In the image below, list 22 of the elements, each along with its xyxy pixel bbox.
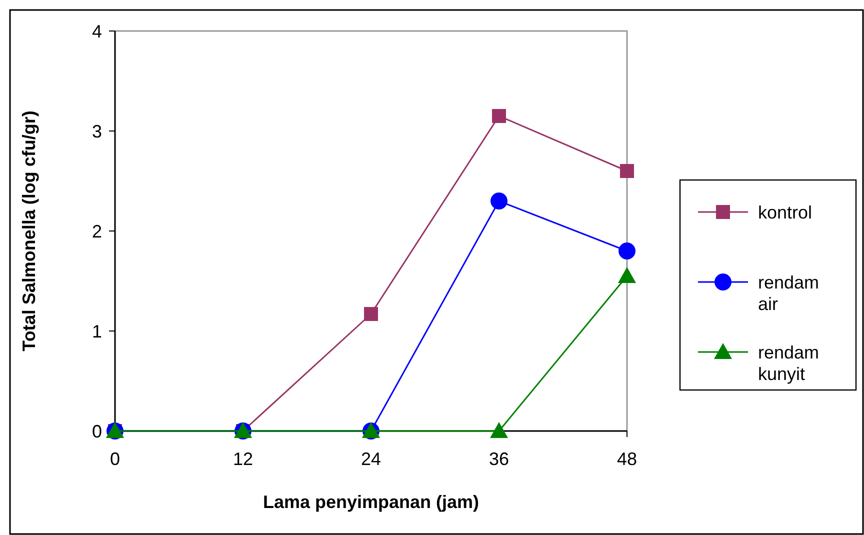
point	[492, 109, 506, 123]
point	[490, 192, 508, 210]
y-tick-label: 0	[92, 421, 102, 442]
x-axis-title: Lama penyimpanan (jam)	[262, 492, 480, 512]
y-tick-label: 1	[92, 321, 102, 342]
y-axis-title: Total Salmonella (log cfu/gr)	[19, 110, 39, 352]
legend-label: kontrol	[758, 202, 812, 222]
x-tick-label: 0	[110, 449, 120, 469]
point	[618, 242, 636, 260]
point	[618, 267, 636, 283]
x-tick-label: 12	[232, 449, 254, 469]
point	[620, 164, 634, 178]
legend-label: rendam kunyit	[758, 342, 820, 384]
y-tick-label: 3	[92, 121, 102, 142]
x-tick-label: 24	[360, 449, 382, 469]
y-tick-label: 2	[92, 221, 102, 242]
point	[490, 422, 508, 438]
x-tick-label: 36	[488, 449, 510, 469]
legend-label: rendam air	[758, 272, 820, 314]
x-tick-label: 48	[616, 449, 638, 469]
point	[364, 307, 378, 321]
y-tick-label: 4	[92, 21, 102, 42]
